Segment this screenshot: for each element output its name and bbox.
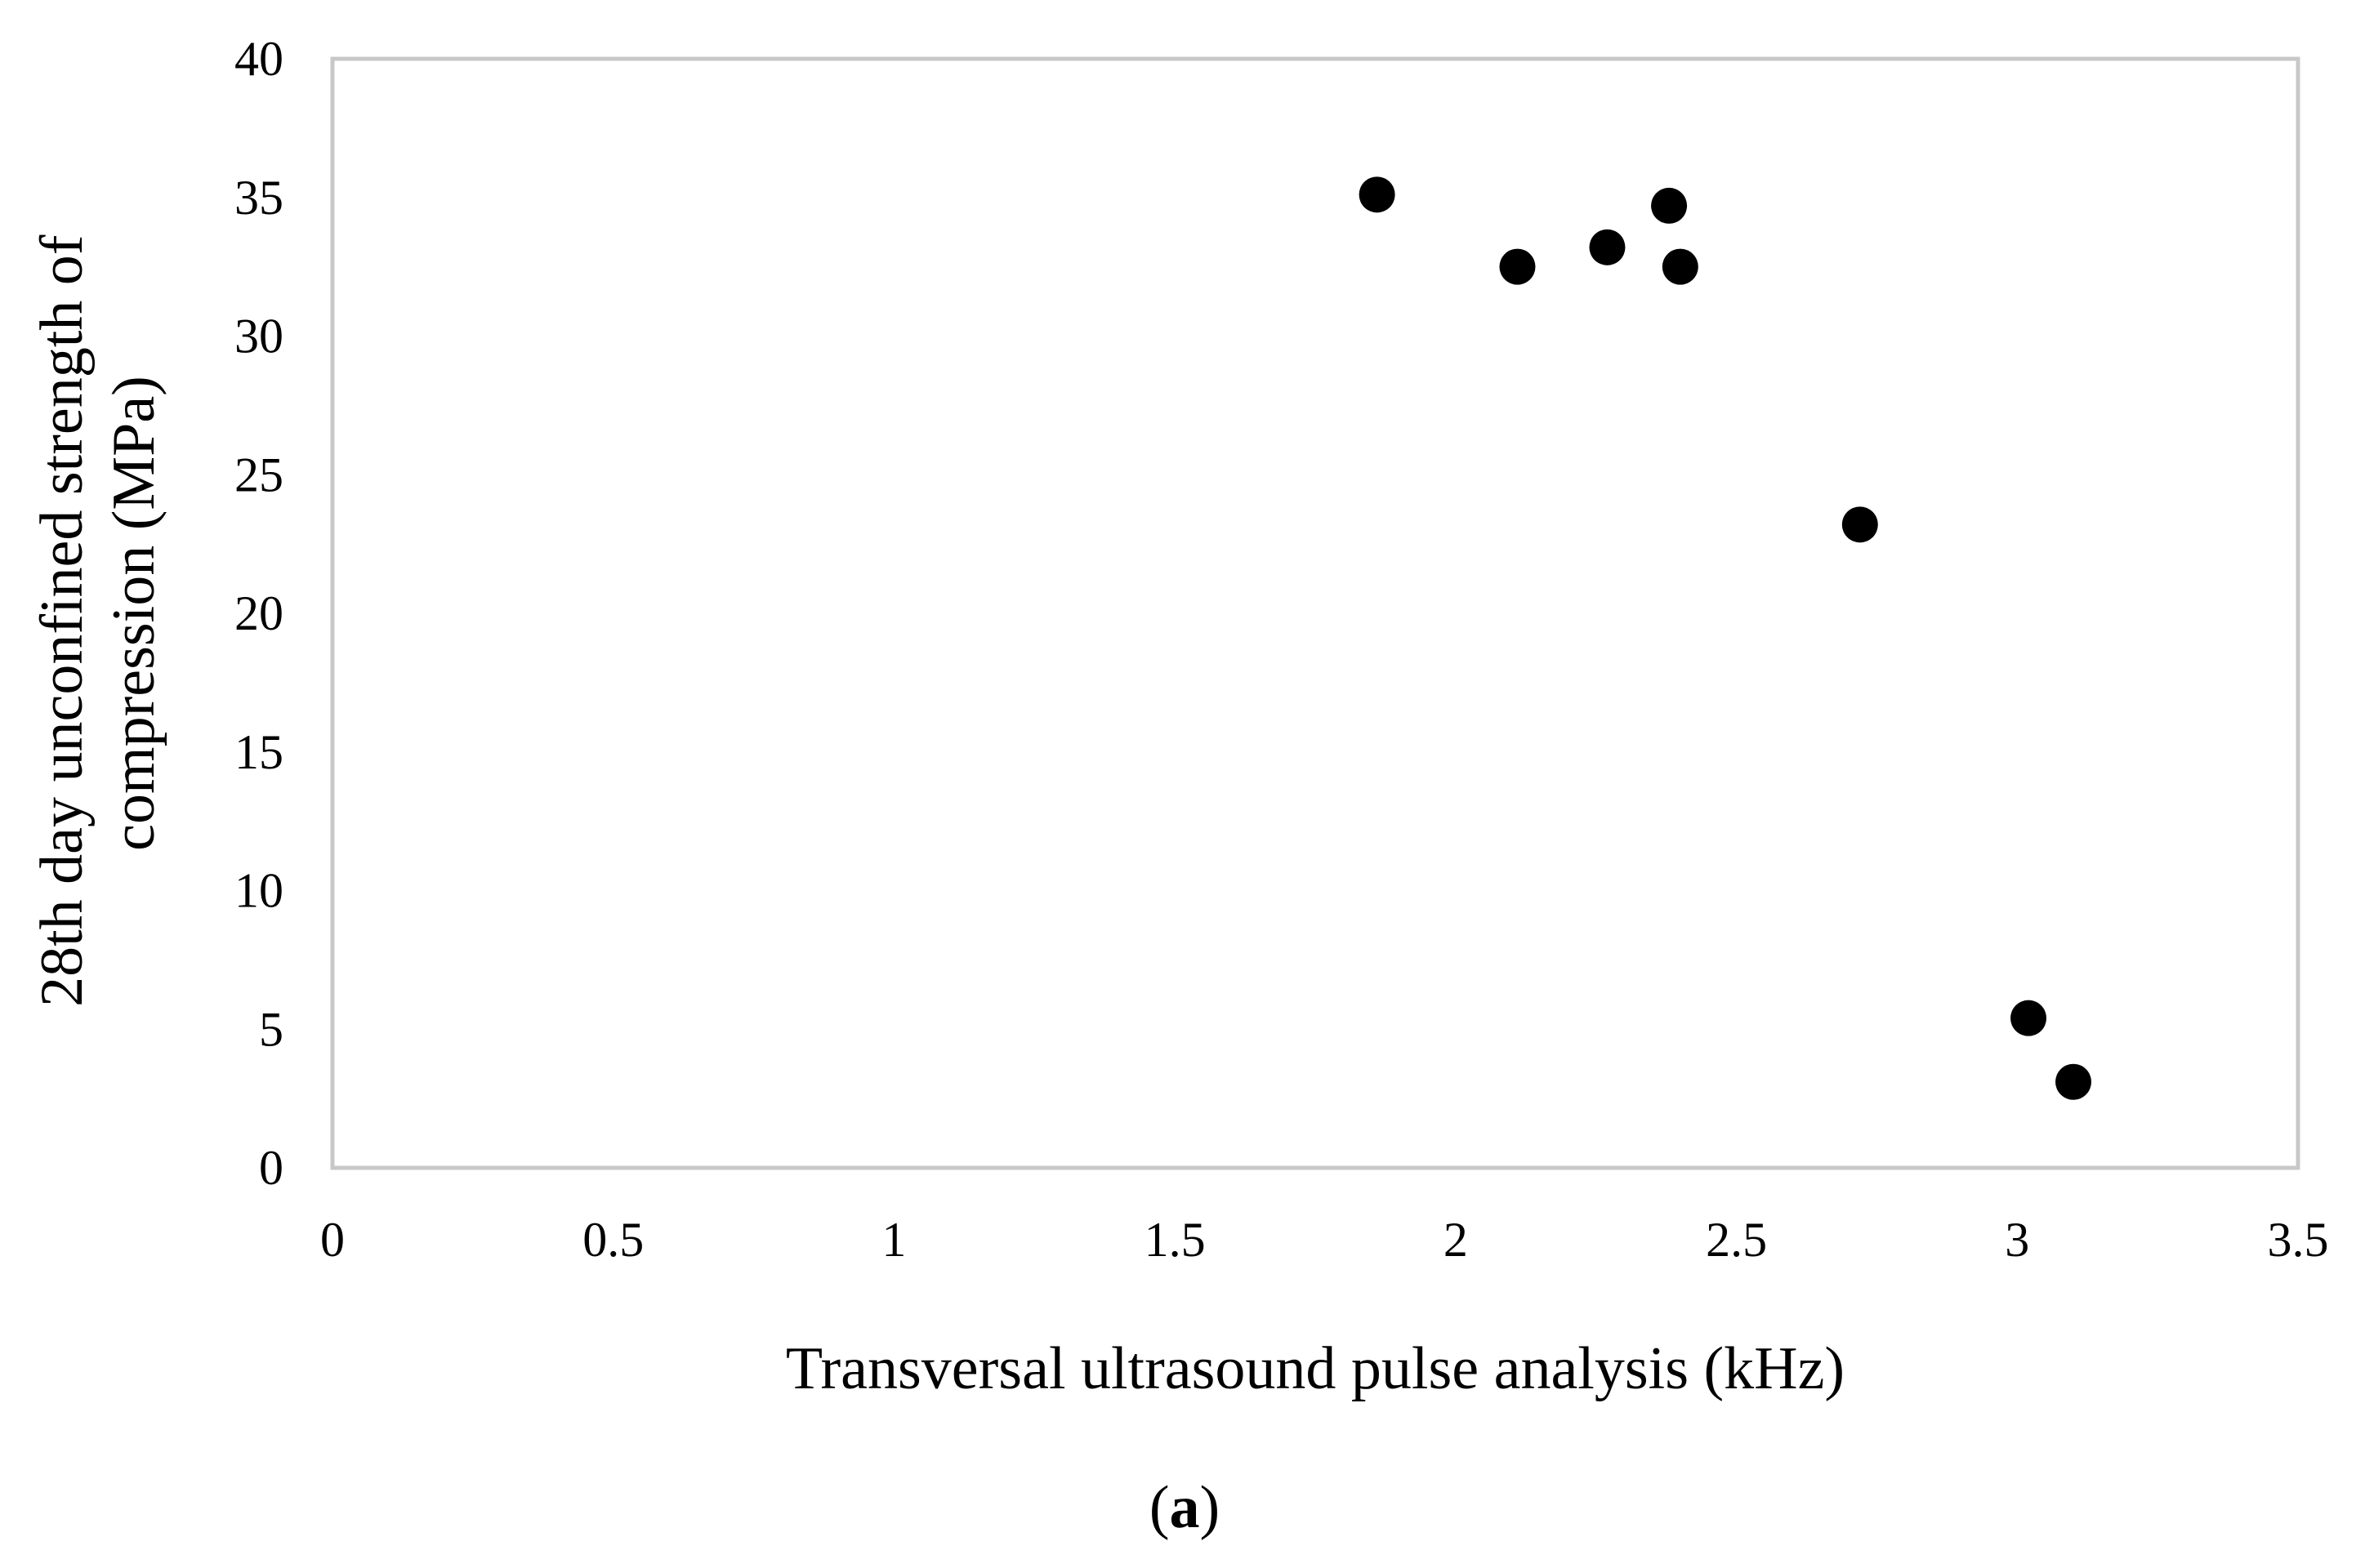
x-tick-label: 2 (1443, 1213, 1468, 1267)
y-tick-label: 25 (234, 448, 283, 501)
data-point (2010, 1000, 2047, 1036)
y-tick-label: 10 (234, 864, 283, 918)
y-axis-title-line-1: 28th day unconfined strength of (29, 234, 96, 1007)
y-tick-label: 15 (234, 725, 283, 779)
x-tick-label: 0 (320, 1213, 345, 1267)
x-tick-label: 1.5 (1145, 1213, 1206, 1267)
caption-close-paren: ) (1200, 1474, 1220, 1541)
x-tick-label: 3.5 (2268, 1213, 2329, 1267)
y-tick-label: 30 (234, 310, 283, 363)
y-tick-label: 40 (234, 32, 283, 86)
y-tick-label: 5 (259, 1002, 283, 1056)
data-point (1651, 187, 1688, 224)
y-axis-title-line-2: compression (MPa) (100, 376, 167, 851)
data-point (2055, 1063, 2092, 1100)
x-axis-tick-labels: 0 0.5 1 1.5 2 2.5 3 3.5 (320, 1213, 2329, 1267)
y-axis-tick-labels: 0 5 10 15 20 25 30 35 40 (234, 32, 283, 1195)
y-tick-label: 0 (259, 1141, 283, 1195)
data-point (1359, 176, 1395, 213)
x-tick-label: 3 (2005, 1213, 2029, 1267)
data-point (1589, 229, 1626, 265)
data-point (1841, 506, 1878, 543)
x-tick-label: 1 (881, 1213, 906, 1267)
data-point (1499, 248, 1536, 285)
x-axis-title: Transversal ultrasound pulse analysis (k… (786, 1335, 1845, 1402)
x-tick-label: 2.5 (1706, 1213, 1767, 1267)
figure-caption: (a) (1149, 1474, 1220, 1541)
y-axis-title: 28th day unconfined strength of compress… (29, 220, 167, 1007)
x-tick-label: 0.5 (582, 1213, 644, 1267)
plot-frame (330, 56, 2300, 1170)
caption-open-paren: ( (1149, 1474, 1170, 1541)
data-points (1359, 176, 2092, 1100)
data-point (1662, 248, 1698, 285)
y-tick-label: 20 (234, 586, 283, 640)
caption-letter: a (1170, 1474, 1200, 1541)
y-tick-label: 35 (234, 171, 283, 225)
